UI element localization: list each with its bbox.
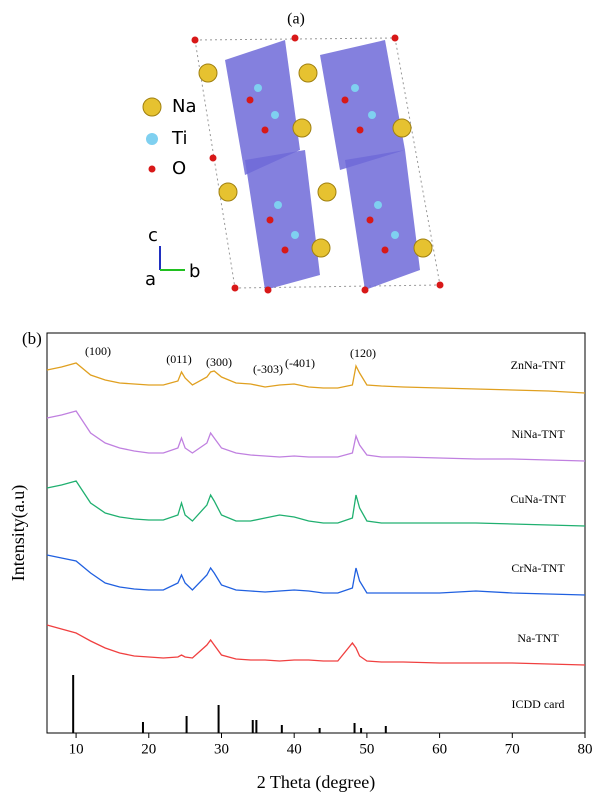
- peak-label: (-401): [285, 356, 315, 370]
- legend-label: Ti: [171, 128, 187, 149]
- series-label: Na-TNT: [517, 631, 559, 645]
- legend-o: [148, 165, 156, 173]
- na-atoms: [198, 63, 433, 258]
- legend-label: Na: [172, 96, 197, 117]
- x-tick-label: 50: [359, 741, 374, 757]
- y-axis-title: Intensity(a.u): [8, 485, 29, 581]
- series-label: CuNa-TNT: [510, 492, 566, 506]
- crystal-structure: [142, 34, 444, 294]
- xrd-pattern: [46, 554, 586, 596]
- x-tick-label: 80: [578, 741, 593, 757]
- peak-label: (100): [85, 344, 111, 358]
- panel-a-label: (a): [287, 11, 305, 28]
- xrd-pattern: [46, 410, 586, 462]
- polyhedra: [245, 150, 320, 290]
- series-label: ICDD card: [512, 697, 565, 711]
- polyhedra: [345, 150, 420, 290]
- x-tick-label: 70: [505, 741, 520, 757]
- series-label: ZnNa-TNT: [511, 358, 566, 372]
- legend-label: O: [172, 158, 186, 179]
- peak-label: (011): [166, 352, 192, 366]
- axis-letter: b: [189, 261, 200, 282]
- xrd-pattern: [46, 362, 586, 394]
- plot-frame: [46, 332, 586, 734]
- axis-letter: c: [148, 225, 158, 246]
- o-atoms: [191, 34, 444, 294]
- panel-b-label: (b): [22, 329, 42, 348]
- x-tick-label: 60: [432, 741, 447, 757]
- polyhedra: [320, 40, 405, 170]
- legend-na: [142, 97, 162, 117]
- legend-ti: [146, 133, 158, 145]
- x-tick-label: 30: [214, 741, 229, 757]
- series-label: NiNa-TNT: [511, 427, 565, 441]
- polyhedra: [225, 40, 300, 175]
- peak-label: (-303): [253, 362, 283, 376]
- x-tick-label: 40: [287, 741, 302, 757]
- peak-label: (300): [206, 355, 232, 369]
- series-label: CrNa-TNT: [511, 561, 565, 575]
- x-tick-label: 10: [69, 741, 84, 757]
- axis-letter: a: [145, 269, 156, 290]
- ti-atoms: [254, 84, 399, 239]
- xrd-pattern: [46, 624, 586, 666]
- xrd-pattern: [46, 480, 586, 527]
- peak-label: (120): [350, 346, 376, 360]
- x-tick-label: 20: [141, 741, 156, 757]
- x-axis-title: 2 Theta (degree): [257, 772, 376, 793]
